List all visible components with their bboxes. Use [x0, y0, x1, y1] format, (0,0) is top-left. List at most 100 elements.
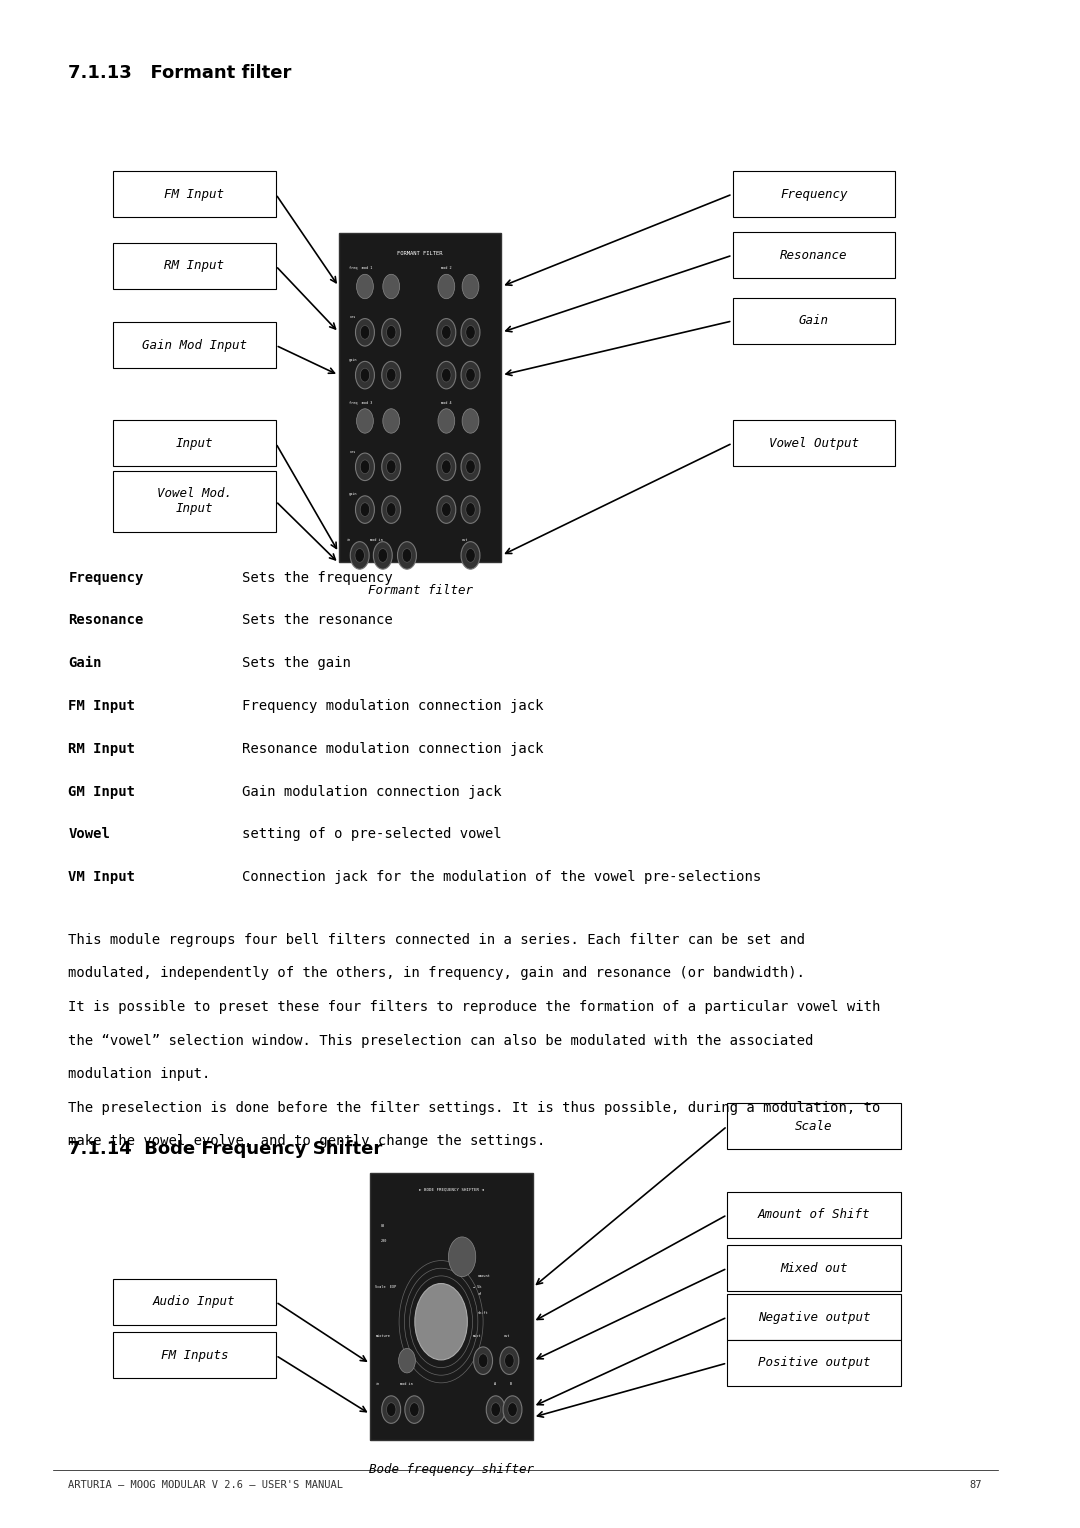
- Text: Frequency modulation connection jack: Frequency modulation connection jack: [242, 698, 543, 714]
- FancyBboxPatch shape: [113, 420, 275, 466]
- FancyBboxPatch shape: [727, 1340, 901, 1386]
- FancyBboxPatch shape: [727, 1294, 901, 1340]
- Circle shape: [461, 319, 480, 347]
- Circle shape: [486, 1397, 505, 1424]
- Circle shape: [474, 1348, 492, 1375]
- FancyBboxPatch shape: [113, 322, 275, 368]
- Text: freq  mod 3: freq mod 3: [349, 400, 373, 405]
- Text: Resonance: Resonance: [68, 613, 144, 628]
- Circle shape: [461, 542, 480, 570]
- Circle shape: [503, 1397, 522, 1424]
- Text: RM Input: RM Input: [164, 260, 225, 272]
- Text: ARTURIA – MOOG MODULAR V 2.6 – USER'S MANUAL: ARTURIA – MOOG MODULAR V 2.6 – USER'S MA…: [68, 1481, 343, 1490]
- Text: Connection jack for the modulation of the vowel pre-selections: Connection jack for the modulation of th…: [242, 869, 760, 885]
- Circle shape: [415, 1284, 468, 1360]
- Text: mod 2: mod 2: [441, 266, 451, 270]
- Text: Scale: Scale: [795, 1120, 833, 1132]
- Text: in: in: [347, 538, 351, 542]
- Text: mod in: mod in: [400, 1381, 413, 1386]
- Text: 7.1.13   Formant filter: 7.1.13 Formant filter: [68, 64, 292, 83]
- Circle shape: [382, 410, 400, 434]
- Circle shape: [355, 454, 375, 481]
- Circle shape: [442, 368, 451, 382]
- Circle shape: [465, 325, 475, 339]
- Circle shape: [361, 368, 369, 382]
- Text: Resonance: Resonance: [780, 249, 848, 261]
- Text: out: out: [504, 1334, 511, 1339]
- Circle shape: [405, 1397, 423, 1424]
- FancyBboxPatch shape: [113, 1332, 275, 1378]
- Text: 200: 200: [381, 1239, 387, 1244]
- Circle shape: [442, 503, 451, 516]
- Circle shape: [361, 325, 369, 339]
- Circle shape: [438, 275, 455, 299]
- Circle shape: [448, 1238, 476, 1277]
- Circle shape: [397, 542, 417, 570]
- Text: setting of o pre-selected vowel: setting of o pre-selected vowel: [242, 827, 501, 842]
- FancyBboxPatch shape: [732, 420, 895, 466]
- Circle shape: [387, 368, 396, 382]
- Circle shape: [442, 325, 451, 339]
- Text: mod in: mod in: [370, 538, 383, 542]
- Circle shape: [355, 497, 375, 524]
- Circle shape: [381, 454, 401, 481]
- Circle shape: [356, 275, 374, 299]
- Text: out: out: [462, 538, 469, 542]
- Text: Scale  EXP: Scale EXP: [376, 1285, 396, 1290]
- Text: 7.1.14  Bode Frequency Shifter: 7.1.14 Bode Frequency Shifter: [68, 1140, 382, 1158]
- Text: Gain: Gain: [799, 315, 829, 327]
- Text: A: A: [494, 1381, 496, 1386]
- Circle shape: [387, 1403, 396, 1416]
- Text: The preselection is done before the filter settings. It is thus possible, during: The preselection is done before the filt…: [68, 1100, 880, 1115]
- Text: Bode frequency shifter: Bode frequency shifter: [369, 1464, 535, 1476]
- FancyBboxPatch shape: [732, 298, 895, 344]
- Circle shape: [478, 1354, 488, 1368]
- Circle shape: [437, 454, 456, 481]
- Circle shape: [462, 275, 478, 299]
- Text: ► BODE FREQUENCY SHIFTER ◄: ► BODE FREQUENCY SHIFTER ◄: [419, 1189, 484, 1192]
- Circle shape: [355, 549, 364, 562]
- Text: Vowel Output: Vowel Output: [769, 437, 859, 449]
- Circle shape: [500, 1348, 518, 1375]
- Text: 88: 88: [381, 1224, 384, 1229]
- Text: Formant filter: Formant filter: [367, 585, 473, 597]
- Circle shape: [350, 542, 369, 570]
- Circle shape: [361, 460, 369, 474]
- FancyBboxPatch shape: [727, 1192, 901, 1238]
- FancyBboxPatch shape: [113, 243, 275, 289]
- Circle shape: [374, 542, 392, 570]
- Text: amount: amount: [477, 1274, 490, 1277]
- Circle shape: [437, 497, 456, 524]
- Text: modulation input.: modulation input.: [68, 1067, 211, 1082]
- Text: Vowel Mod.
Input: Vowel Mod. Input: [157, 487, 232, 515]
- FancyBboxPatch shape: [732, 171, 895, 217]
- Circle shape: [491, 1403, 500, 1416]
- Text: gain: gain: [349, 492, 357, 497]
- Text: Sets the resonance: Sets the resonance: [242, 613, 392, 628]
- Text: res: res: [349, 449, 355, 454]
- Text: This module regroups four bell filters connected in a series. Each filter can be: This module regroups four bell filters c…: [68, 932, 806, 947]
- Circle shape: [437, 319, 456, 347]
- FancyBboxPatch shape: [727, 1103, 901, 1149]
- Circle shape: [437, 362, 456, 390]
- Text: GM Input: GM Input: [68, 784, 135, 799]
- Text: make the vowel evolve, and to gently change the settings.: make the vowel evolve, and to gently cha…: [68, 1134, 545, 1149]
- Circle shape: [461, 362, 480, 390]
- Text: RM Input: RM Input: [68, 741, 135, 756]
- Text: freq  mod 1: freq mod 1: [349, 266, 373, 270]
- FancyBboxPatch shape: [113, 171, 275, 217]
- Circle shape: [462, 410, 478, 434]
- Text: Amount of Shift: Amount of Shift: [758, 1209, 870, 1221]
- Text: res: res: [349, 315, 355, 319]
- Circle shape: [381, 497, 401, 524]
- FancyBboxPatch shape: [370, 1174, 534, 1439]
- Text: Mixed out: Mixed out: [780, 1262, 848, 1274]
- Circle shape: [381, 362, 401, 390]
- Circle shape: [387, 460, 396, 474]
- Circle shape: [461, 454, 480, 481]
- Circle shape: [465, 368, 475, 382]
- Circle shape: [399, 1349, 416, 1374]
- Circle shape: [465, 503, 475, 516]
- Text: Input: Input: [176, 437, 213, 449]
- Circle shape: [382, 275, 400, 299]
